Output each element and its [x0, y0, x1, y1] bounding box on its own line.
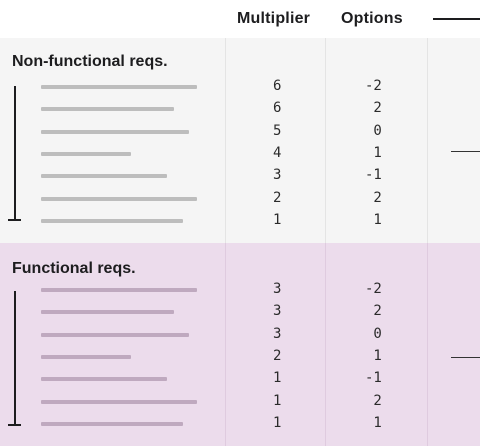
- requirement-row: 3 -2: [0, 279, 480, 301]
- column-divider: [427, 38, 428, 243]
- column-divider: [325, 243, 326, 446]
- group-bracket: [14, 86, 16, 221]
- multiplier-value: 2: [273, 189, 282, 206]
- multiplier-value: 1: [273, 211, 282, 228]
- multiplier-value: 3: [273, 303, 282, 320]
- option-value: -1: [365, 167, 382, 184]
- multiplier-value: 1: [273, 414, 282, 431]
- option-value: -1: [365, 370, 382, 387]
- requirement-row: 4 1: [0, 143, 480, 165]
- multiplier-value: 1: [273, 392, 282, 409]
- column-divider: [225, 38, 226, 243]
- header-connector-line: [433, 18, 480, 20]
- side-connector-line: [451, 151, 480, 152]
- multiplier-value: 6: [273, 100, 282, 117]
- multiplier-value: 2: [273, 347, 282, 364]
- multiplier-value: 6: [273, 78, 282, 94]
- placeholder-text-bar: [41, 421, 183, 426]
- placeholder-text-bar: [41, 85, 197, 89]
- requirement-row: 6 -2: [0, 76, 480, 98]
- placeholder-text-bar: [41, 129, 189, 134]
- multiplier-value: 3: [273, 325, 282, 342]
- option-value: 2: [365, 392, 382, 409]
- option-value: 1: [365, 211, 382, 228]
- column-header-options: Options: [341, 10, 403, 27]
- multiplier-value: 3: [273, 281, 282, 297]
- group-bracket-foot: [8, 219, 21, 221]
- requirement-row: 2 2: [0, 188, 480, 210]
- requirement-row: 3 -1: [0, 165, 480, 187]
- requirement-row: 1 1: [0, 413, 480, 435]
- group-bracket: [14, 291, 16, 426]
- section-title: Non-functional reqs.: [12, 53, 168, 70]
- requirement-row: 6 2: [0, 98, 480, 120]
- option-value: 2: [365, 303, 382, 320]
- section-title: Functional reqs.: [12, 260, 136, 277]
- requirement-row: 5 0: [0, 121, 480, 143]
- table-header: Multiplier Options: [0, 0, 480, 38]
- group-bracket-foot: [8, 424, 21, 426]
- side-connector-line: [451, 357, 480, 358]
- placeholder-text-bar: [41, 174, 167, 179]
- multiplier-value: 4: [273, 144, 282, 161]
- placeholder-text-bar: [41, 354, 131, 359]
- placeholder-text-bar: [41, 196, 197, 201]
- placeholder-text-bar: [41, 107, 174, 112]
- multiplier-value: 1: [273, 370, 282, 387]
- multiplier-value: 5: [273, 122, 282, 139]
- option-value: 0: [365, 122, 382, 139]
- column-divider: [225, 243, 226, 446]
- placeholder-text-bar: [41, 151, 131, 156]
- requirement-row: 1 -1: [0, 368, 480, 390]
- placeholder-text-bar: [41, 288, 197, 292]
- placeholder-text-bar: [41, 399, 197, 404]
- option-value: 1: [365, 144, 382, 161]
- option-value: 0: [365, 325, 382, 342]
- requirement-row: 3 0: [0, 324, 480, 346]
- option-value: 1: [365, 414, 382, 431]
- placeholder-text-bar: [41, 218, 183, 223]
- option-value: -2: [365, 281, 382, 297]
- placeholder-text-bar: [41, 377, 167, 382]
- requirement-row: 3 2: [0, 301, 480, 323]
- option-value: 1: [365, 347, 382, 364]
- column-header-multiplier: Multiplier: [237, 10, 311, 27]
- placeholder-text-bar: [41, 332, 189, 337]
- option-value: -2: [365, 78, 382, 94]
- option-value: 2: [365, 100, 382, 117]
- column-divider: [325, 38, 326, 243]
- option-value: 2: [365, 189, 382, 206]
- placeholder-text-bar: [41, 310, 174, 315]
- requirement-row: 1 1: [0, 210, 480, 232]
- multiplier-value: 3: [273, 167, 282, 184]
- column-divider: [427, 243, 428, 446]
- requirement-row: 2 1: [0, 346, 480, 368]
- requirement-row: 1 2: [0, 391, 480, 413]
